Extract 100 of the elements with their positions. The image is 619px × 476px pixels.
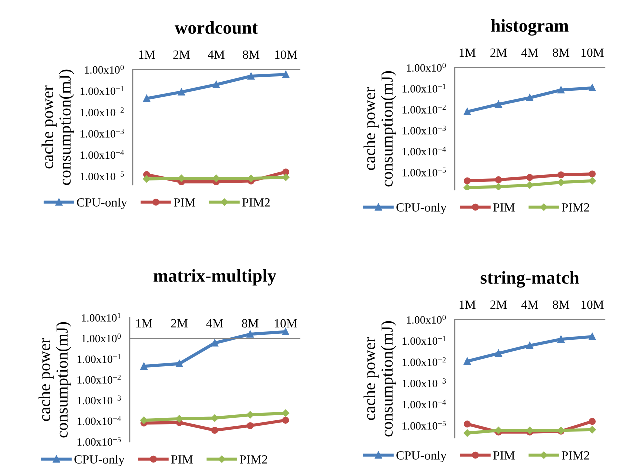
legend-label: PIM2	[562, 203, 590, 212]
y-tick-label: 1.00x10$^{−1}$	[402, 84, 446, 93]
point	[178, 88, 186, 96]
point	[176, 360, 184, 368]
x-tick-label: 2M	[174, 50, 190, 60]
point	[589, 170, 596, 178]
x-tick-label: 4M	[208, 50, 225, 60]
point	[589, 333, 596, 340]
x-tick-label: 4M	[206, 319, 224, 328]
x-tick-label: 4M	[522, 300, 538, 310]
y-axis-title: cache power consumption(mJ)	[364, 71, 396, 187]
y-tick-label: 1.00x10$^{−2}$	[78, 375, 121, 384]
y-tick-label: 1.00x10$^{−3}$	[402, 378, 446, 388]
point	[282, 410, 290, 418]
x-tick-label: 1M	[139, 50, 156, 60]
y-tick-label: 1.00x10$^{0}$	[82, 334, 122, 343]
x-tick-label: 8M	[242, 319, 259, 328]
y-tick-label: 1.00x10$^{1}$	[82, 313, 121, 322]
x-tick-label: 10M	[582, 300, 604, 310]
x-tick-label: 4M	[522, 48, 538, 58]
chart-title: histogram	[491, 19, 569, 36]
x-tick-label: 2M	[490, 300, 508, 310]
point	[558, 172, 565, 179]
point	[246, 422, 254, 430]
y-tick-label: 1.00x10$^{−1}$	[402, 336, 446, 346]
point	[464, 430, 472, 437]
y-tick-label: 1.00x10$^{0}$	[407, 63, 446, 72]
y-tick-label: 1.00x10$^{−5}$	[78, 437, 122, 446]
legend-label: PIM	[174, 198, 196, 207]
x-tick-label: 8M	[553, 48, 570, 58]
point	[526, 174, 534, 182]
point	[526, 94, 534, 102]
point	[558, 178, 565, 186]
point	[282, 328, 290, 336]
y-tick-label: 1.00x10$^{−5}$	[80, 172, 124, 181]
chart-title: string-match	[480, 271, 580, 288]
point	[495, 350, 502, 358]
y-tick-label: 1.00x10$^{−5}$	[402, 168, 446, 177]
y-tick-label: 1.00x10$^{−3}$	[78, 396, 122, 405]
x-tick-label: 1M	[460, 300, 476, 310]
y-tick-label: 1.00x10$^{0}$	[407, 315, 446, 324]
point	[464, 178, 471, 185]
chart-title: matrix-multiply	[154, 269, 277, 286]
x-tick-label: 2M	[490, 48, 508, 58]
y-axis-title: cache power consumption(mJ)	[38, 322, 72, 438]
point	[558, 86, 565, 94]
point	[558, 336, 565, 343]
point	[212, 427, 218, 434]
x-tick-label: 10M	[582, 48, 604, 58]
x-tick-label: 2M	[171, 319, 188, 328]
legend-label: PIM2	[562, 451, 590, 460]
y-axis-title: cache power consumption(mJ)	[364, 321, 396, 437]
y-tick-label: 1.00x10$^{−2}$	[402, 104, 446, 114]
legend-label: PIM2	[242, 198, 270, 207]
point	[178, 174, 186, 182]
point	[248, 174, 255, 182]
point	[140, 363, 148, 370]
y-tick-label: 1.00x10$^{−4}$	[80, 150, 124, 160]
point	[589, 84, 596, 92]
point	[464, 420, 471, 428]
x-tick-label: 8M	[243, 50, 260, 60]
point	[464, 358, 471, 365]
point	[143, 95, 150, 102]
y-tick-label: 1.00x10$^{−1}$	[78, 354, 121, 364]
point	[140, 416, 148, 424]
point	[212, 340, 218, 347]
point	[526, 342, 534, 350]
x-tick-label: 1M	[460, 48, 476, 58]
point	[176, 415, 184, 423]
legend-label: PIM	[493, 452, 515, 460]
legend-label: PIM2	[240, 455, 268, 464]
y-tick-label: 1.00x10$^{−3}$	[80, 128, 124, 138]
x-tick-label: 10M	[275, 319, 298, 328]
point	[248, 72, 255, 80]
point	[282, 71, 290, 78]
point	[213, 81, 220, 88]
y-tick-label: 1.00x10$^{−5}$	[402, 421, 446, 430]
point	[495, 176, 502, 184]
chart-title: wordcount	[174, 21, 258, 34]
point	[495, 183, 502, 190]
y-tick-label: 1.00x10$^{−2}$	[402, 357, 446, 366]
x-tick-label: 10M	[275, 50, 298, 60]
legend-label: CPU-only	[74, 455, 125, 466]
legend-label: CPU-only	[396, 451, 447, 462]
y-tick-label: 1.00x10$^{−4}$	[402, 146, 446, 156]
y-tick-label: 1.00x10$^{−4}$	[402, 400, 446, 409]
x-tick-label: 1M	[136, 319, 152, 328]
point	[282, 417, 290, 424]
point	[588, 177, 596, 185]
legend-label: PIM	[493, 204, 515, 212]
legend-label: PIM	[171, 456, 193, 464]
y-tick-label: 1.00x10$^{−3}$	[402, 126, 446, 135]
x-tick-label: 8M	[553, 300, 570, 310]
y-axis-title: cache power consumption(mJ)	[42, 70, 74, 186]
y-tick-label: 1.00x10$^{−4}$	[78, 416, 122, 426]
point	[282, 168, 290, 176]
point	[495, 101, 502, 108]
point	[246, 330, 254, 338]
legend-label: CPU-only	[396, 203, 447, 214]
legend-label: CPU-only	[77, 198, 128, 210]
